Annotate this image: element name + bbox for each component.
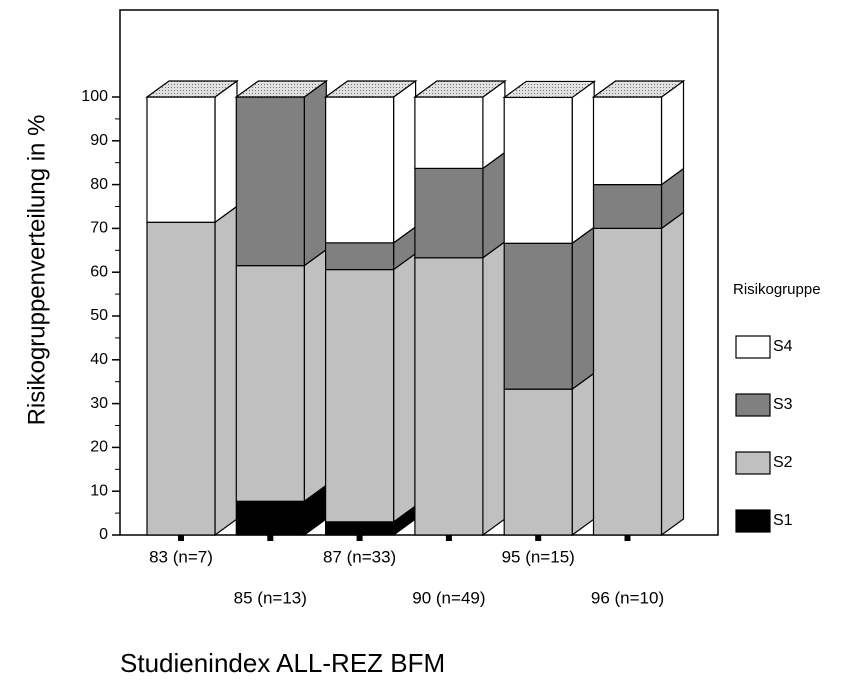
y-tick-label: 10 [90,482,108,499]
y-tick-label: 90 [90,132,108,149]
bar [235,96,305,267]
y-tick-label: 30 [90,395,108,412]
legend-label: S1 [773,512,793,529]
bar [325,242,395,271]
x-tick [267,535,274,541]
y-tick-label: 0 [99,526,108,543]
bar [325,521,395,536]
bar [503,96,573,244]
x-tick-label: 96 (n=10) [591,588,664,607]
legend-swatch [735,335,771,359]
bar [592,184,663,230]
legend-swatch [735,451,771,475]
bar [325,96,395,244]
x-tick-label: 87 (n=33) [323,547,396,566]
bar-side [482,151,506,259]
bar [503,242,573,390]
bar [235,265,305,502]
bar-top [591,80,686,98]
x-tick [356,535,363,541]
bar [235,500,305,536]
x-tick-label: 90 (n=49) [412,588,485,607]
bar-side [393,79,417,245]
bar-side [393,252,417,524]
y-tick-label: 50 [90,307,108,324]
x-tick [535,535,542,541]
bar [146,96,216,223]
x-tick [178,535,184,541]
bar [414,96,484,169]
bar-side [571,80,595,245]
y-tick-label: 20 [90,439,108,456]
legend-swatch [735,393,771,417]
bar [592,227,663,536]
bar-side [303,248,327,503]
bar-top [502,80,597,99]
y-tick-label: 80 [90,176,108,193]
bar-top [145,80,239,98]
legend-title: Risikogruppe [733,281,821,298]
bar-side [214,79,238,224]
x-axis-label: Studienindex ALL-REZ BFM [120,648,445,678]
bar-top [323,80,418,98]
x-tick-label: 85 (n=13) [234,588,307,607]
y-tick-label: 60 [90,263,108,280]
x-tick [445,535,452,541]
y-tick-label: 40 [90,351,108,368]
bar [503,388,573,536]
bar-side [571,226,595,391]
bar [414,167,484,259]
bar [325,268,395,523]
bar-top [413,80,507,98]
bar-side [214,205,238,537]
bar [146,221,216,536]
legend-swatch [735,509,771,533]
legend-label: S2 [773,454,793,471]
y-tick-label: 100 [81,88,108,105]
x-tick-label: 83 (n=7) [149,547,213,566]
bar-side [571,371,595,537]
legend-label: S4 [773,338,793,355]
bar-side [303,79,327,267]
bar-side [660,79,685,186]
bar-top [234,80,329,98]
x-tick-label: 95 (n=15) [502,547,575,566]
legend-label: S3 [773,396,793,413]
y-tick-label: 70 [90,220,108,237]
bar-side [660,211,685,537]
bar [592,96,663,186]
x-tick [624,535,631,541]
bar [414,257,484,536]
y-axis-label: Risikogruppenverteilung in % [23,115,50,426]
bar-side [482,240,506,537]
